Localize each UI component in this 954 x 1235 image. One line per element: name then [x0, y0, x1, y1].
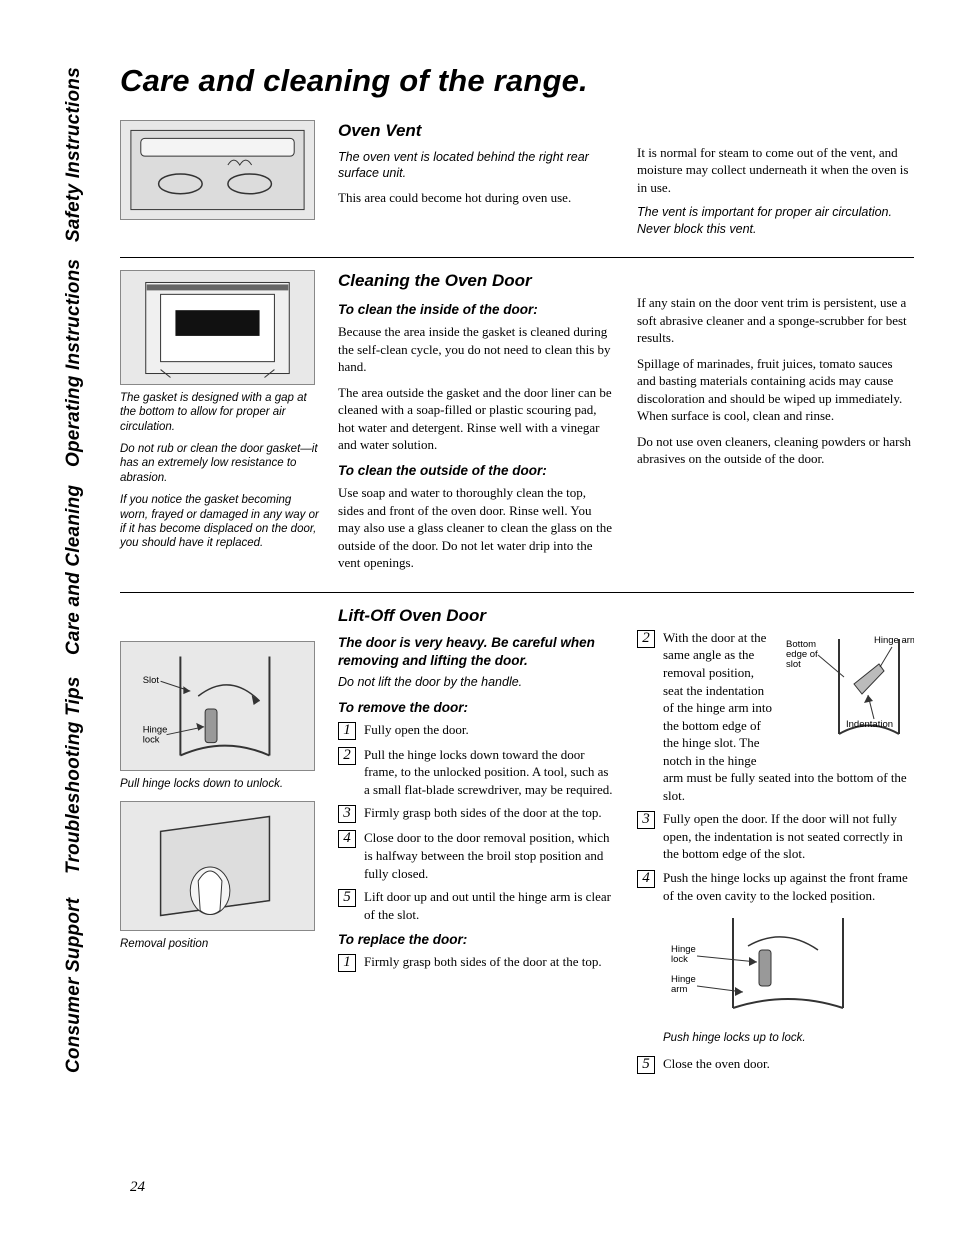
heading-lift-off: Lift-Off Oven Door	[338, 605, 615, 628]
section-cleaning-door: The gasket is designed with a gap at the…	[120, 257, 914, 592]
replace-step-5: 5Close the oven door.	[637, 1055, 914, 1074]
door-caption-1: The gasket is designed with a gap at the…	[120, 391, 320, 434]
tab-consumer-support[interactable]: Consumer Support	[55, 885, 95, 1085]
replace-steps-a: 1Firmly grasp both sides of the door at …	[338, 953, 615, 972]
door-caption-2: Do not rub or clean the door gasket—it h…	[120, 442, 320, 485]
heading-inside: To clean the inside of the door:	[338, 301, 615, 319]
oven-vent-p3: It is normal for steam to come out of th…	[637, 144, 914, 197]
replace-step-2: 2 Bottom edge of slot Hinge a	[637, 629, 914, 804]
caption-removal: Removal position	[120, 937, 320, 951]
heading-remove: To remove the door:	[338, 699, 615, 717]
svg-text:Hinge arm: Hinge arm	[874, 635, 914, 646]
lift-warn: The door is very heavy. Be careful when …	[338, 634, 615, 670]
heading-replace: To replace the door:	[338, 931, 615, 949]
remove-step-2: 2Pull the hinge locks down toward the do…	[338, 746, 615, 799]
remove-step-1: 1Fully open the door.	[338, 721, 615, 740]
caption-lock: Push hinge locks up to lock.	[663, 1031, 914, 1045]
replace-step-1: 1Firmly grasp both sides of the door at …	[338, 953, 615, 972]
side-tab-strip: Safety Instructions Operating Instructio…	[55, 60, 95, 1195]
remove-step-4: 4Close door to the door removal position…	[338, 829, 615, 882]
outside-p4: Do not use oven cleaners, cleaning powde…	[637, 433, 914, 468]
inside-p2: The area outside the gasket and the door…	[338, 384, 615, 454]
oven-vent-p1: The oven vent is located behind the righ…	[338, 149, 615, 182]
svg-text:arm: arm	[671, 984, 687, 995]
outside-p3: Spillage of marinades, fruit juices, tom…	[637, 355, 914, 425]
replace-step-3: 3Fully open the door. If the door will n…	[637, 810, 914, 863]
svg-text:lock: lock	[671, 954, 688, 965]
tab-safety[interactable]: Safety Instructions	[55, 60, 95, 250]
remove-step-5: 5Lift door up and out until the hinge ar…	[338, 888, 615, 923]
outside-p2: If any stain on the door vent trim is pe…	[637, 294, 914, 347]
replace-steps-b: 2 Bottom edge of slot Hinge a	[637, 629, 914, 904]
oven-vent-p4: The vent is important for proper air cir…	[637, 204, 914, 237]
remove-step-3: 3Firmly grasp both sides of the door at …	[338, 804, 615, 823]
heading-cleaning-door: Cleaning the Oven Door	[338, 270, 615, 293]
replace-steps-c: 5Close the oven door.	[637, 1055, 914, 1074]
replace-step-4: 4Push the hinge locks up against the fro…	[637, 869, 914, 904]
figure-oven-vent	[120, 120, 315, 220]
svg-text:Indentation: Indentation	[846, 719, 893, 730]
tab-care-cleaning[interactable]: Care and Cleaning	[55, 475, 95, 665]
caption-unlock: Pull hinge locks down to unlock.	[120, 777, 320, 791]
svg-text:Slot: Slot	[143, 674, 160, 685]
lift-note: Do not lift the door by the handle.	[338, 674, 615, 690]
page-number: 24	[130, 1177, 145, 1197]
remove-steps: 1Fully open the door. 2Pull the hinge lo…	[338, 721, 615, 923]
outside-p1: Use soap and water to thoroughly clean t…	[338, 484, 615, 572]
figure-removal-position	[120, 801, 315, 931]
section-oven-vent: Oven Vent The oven vent is located behin…	[120, 108, 914, 257]
figure-hinge-slot: Bottom edge of slot Hinge arm Indentatio…	[784, 629, 914, 754]
oven-vent-p2: This area could become hot during oven u…	[338, 189, 615, 207]
figure-hinge-unlock: Slot Hinge lock	[120, 641, 315, 771]
door-caption-3: If you notice the gasket becoming worn, …	[120, 493, 320, 551]
inside-p1: Because the area inside the gasket is cl…	[338, 323, 615, 376]
heading-oven-vent: Oven Vent	[338, 120, 615, 143]
tab-troubleshooting[interactable]: Troubleshooting Tips	[55, 665, 95, 885]
tab-operating[interactable]: Operating Instructions	[55, 250, 95, 475]
svg-text:lock: lock	[143, 734, 160, 745]
heading-outside: To clean the outside of the door:	[338, 462, 615, 480]
section-lift-off: Slot Hinge lock Pull hinge locks down to…	[120, 592, 914, 1092]
page-title: Care and cleaning of the range.	[120, 60, 914, 102]
svg-text:slot: slot	[786, 659, 801, 670]
figure-oven-door	[120, 270, 315, 385]
figure-hinge-lock: Hinge lock Hinge arm	[663, 910, 914, 1025]
